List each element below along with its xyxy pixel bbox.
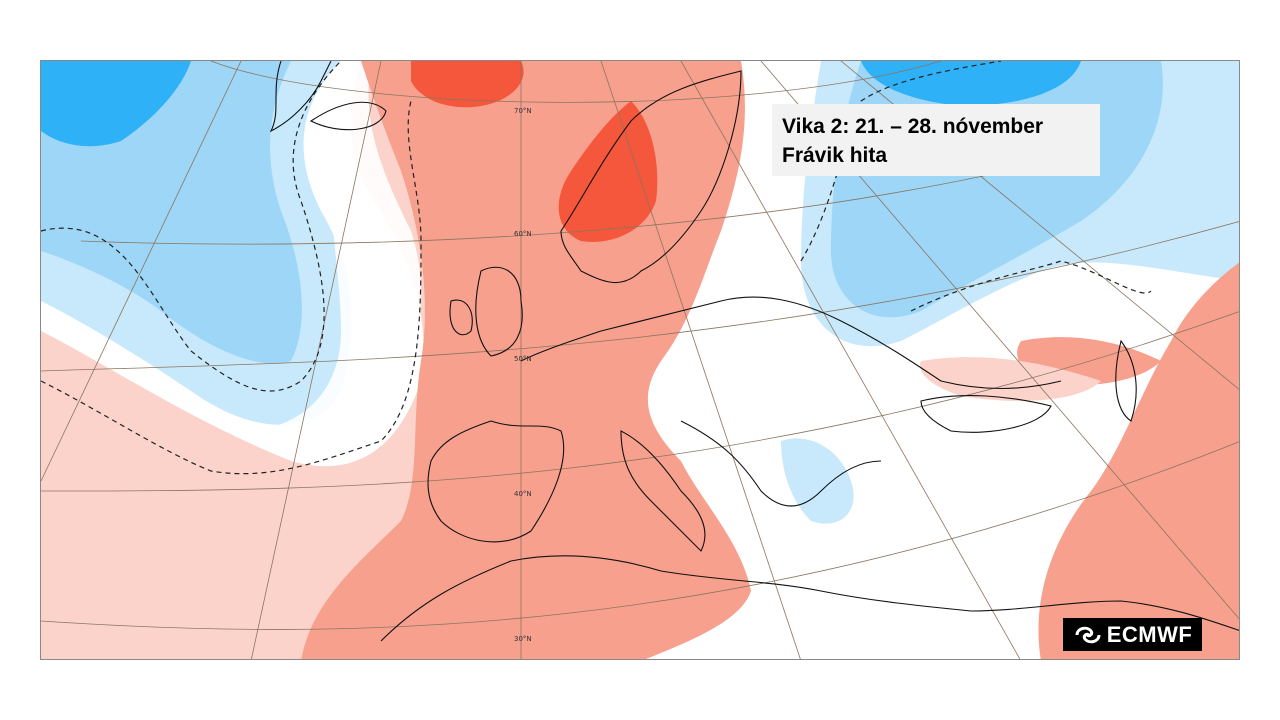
cold-strong-region-siberia [861,61,1081,106]
coast-europe-main [520,296,1062,390]
coast-scandinavia [560,70,742,284]
meridian-minus-10 [251,61,382,659]
meridian-minus-20 [41,61,242,482]
cold-strong-region-greenland [41,61,191,147]
meridian-20 [680,61,1021,659]
lat-label-40: 40°N [514,490,532,498]
coast-north-africa [380,555,1239,642]
coast-italy [620,430,706,552]
coast-greenland [269,61,332,133]
coast-british-isles [475,266,523,357]
coast-black-sea [920,395,1052,433]
contour-east [910,260,1152,312]
warm-strong-region-scandinavia [558,101,658,242]
ecmwf-logo: ECMWF [1063,618,1202,651]
map-canvas: 70°N 60°N 50°N 40°N 30°N [41,61,1239,659]
contour-russia [800,61,1002,262]
anomaly-map: 70°N 60°N 50°N 40°N 30°N [40,60,1240,660]
coast-iceland [309,101,387,131]
coastlines [269,61,1239,642]
warm-light-region-turkey [920,357,1101,401]
parallel-40 [41,311,1239,492]
lat-label-60: 60°N [514,230,532,238]
lat-label-50: 50°N [514,355,532,363]
contour-southwest [41,100,422,475]
dashed-contours [41,61,1152,475]
meridian-10 [600,61,801,659]
map-title-box: Vika 2: 21. – 28. nóvember Frávik hita [772,104,1100,176]
map-title: Vika 2: 21. – 28. nóvember [782,115,1044,138]
cold-light-region-greece [781,438,854,524]
map-subtitle: Frávik hita [782,144,888,167]
lat-label-30: 30°N [514,635,532,643]
parallel-70 [210,61,942,103]
coast-balkans [680,420,882,507]
warm-strong-region-arctic [411,61,524,108]
coast-ireland [449,299,473,336]
parallel-30 [41,441,1239,630]
neutral-region-atlantic [241,61,421,453]
lat-label-70: 70°N [514,107,532,115]
coast-caspian [1115,339,1137,422]
parallel-60 [80,150,1092,245]
parallel-50 [41,221,1239,372]
ecmwf-swirl-icon [1075,626,1101,643]
graticule [41,61,1239,659]
ecmwf-logo-text: ECMWF [1106,621,1193,647]
coast-iberia [427,420,565,543]
